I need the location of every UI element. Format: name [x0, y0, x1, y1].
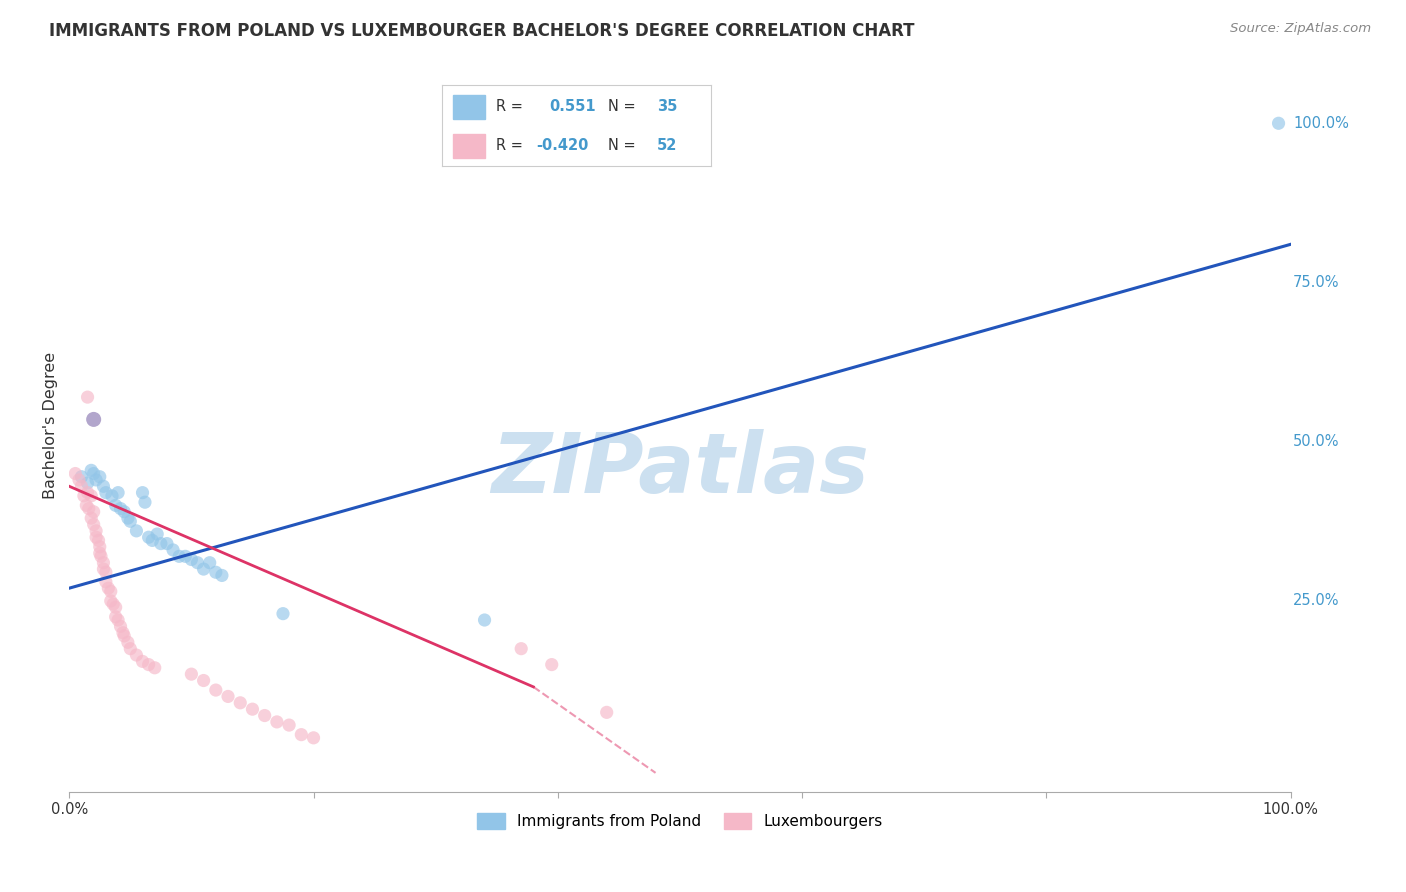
- Point: [141, 533, 163, 548]
- Point: [80, 511, 103, 525]
- Point: [94, 574, 117, 589]
- Point: [125, 648, 148, 662]
- Point: [110, 619, 132, 633]
- Point: [76, 476, 98, 491]
- Point: [138, 530, 160, 544]
- Text: 75.0%: 75.0%: [1294, 275, 1340, 290]
- Point: [117, 635, 139, 649]
- Point: [131, 485, 153, 500]
- Point: [156, 536, 179, 550]
- Point: [134, 495, 156, 509]
- Point: [93, 556, 115, 570]
- Text: 25.0%: 25.0%: [1294, 593, 1340, 608]
- Point: [193, 673, 215, 688]
- Point: [84, 530, 107, 544]
- Point: [104, 610, 127, 624]
- Point: [89, 469, 111, 483]
- Point: [83, 412, 105, 426]
- Point: [80, 489, 103, 503]
- Point: [117, 511, 139, 525]
- Point: [474, 613, 496, 627]
- Point: [540, 657, 562, 672]
- Point: [89, 546, 111, 560]
- Point: [76, 390, 98, 404]
- Point: [278, 718, 301, 732]
- Point: [67, 473, 90, 487]
- Point: [204, 566, 226, 580]
- Text: ZIPatlas: ZIPatlas: [491, 429, 869, 510]
- Point: [242, 702, 264, 716]
- Point: [107, 613, 129, 627]
- Point: [94, 485, 117, 500]
- Point: [167, 549, 190, 564]
- Point: [94, 566, 117, 580]
- Point: [198, 556, 221, 570]
- Text: IMMIGRANTS FROM POLAND VS LUXEMBOURGER BACHELOR'S DEGREE CORRELATION CHART: IMMIGRANTS FROM POLAND VS LUXEMBOURGER B…: [49, 22, 915, 40]
- Point: [65, 467, 87, 481]
- Point: [204, 683, 226, 698]
- Point: [90, 549, 112, 564]
- Point: [510, 641, 533, 656]
- Point: [77, 501, 100, 516]
- Point: [174, 549, 197, 564]
- Point: [131, 654, 153, 668]
- Point: [104, 499, 127, 513]
- Point: [138, 657, 160, 672]
- Y-axis label: Bachelor's Degree: Bachelor's Degree: [44, 352, 58, 500]
- Point: [70, 479, 93, 493]
- Point: [266, 714, 288, 729]
- Point: [100, 594, 122, 608]
- Point: [229, 696, 252, 710]
- Point: [120, 641, 142, 656]
- Point: [253, 708, 276, 723]
- Point: [101, 489, 124, 503]
- Point: [1267, 116, 1289, 130]
- Point: [73, 489, 96, 503]
- Point: [162, 543, 184, 558]
- Point: [75, 499, 97, 513]
- Point: [100, 584, 122, 599]
- Text: 100.0%: 100.0%: [1294, 116, 1350, 131]
- Point: [112, 505, 135, 519]
- Point: [120, 514, 142, 528]
- Point: [80, 463, 103, 477]
- Point: [111, 625, 134, 640]
- Point: [302, 731, 325, 745]
- Point: [87, 533, 110, 548]
- Point: [596, 706, 619, 720]
- Point: [83, 517, 105, 532]
- Point: [211, 568, 233, 582]
- Point: [112, 629, 135, 643]
- Point: [146, 527, 169, 541]
- Point: [143, 661, 166, 675]
- Point: [217, 690, 239, 704]
- Point: [84, 524, 107, 538]
- Point: [89, 540, 111, 554]
- Text: 50.0%: 50.0%: [1294, 434, 1340, 450]
- Point: [104, 600, 127, 615]
- Point: [271, 607, 294, 621]
- Point: [76, 485, 98, 500]
- Text: Source: ZipAtlas.com: Source: ZipAtlas.com: [1230, 22, 1371, 36]
- Legend: Immigrants from Poland, Luxembourgers: Immigrants from Poland, Luxembourgers: [471, 807, 889, 836]
- Point: [97, 581, 120, 595]
- Point: [180, 667, 202, 681]
- Point: [83, 505, 105, 519]
- Point: [70, 469, 93, 483]
- Point: [125, 524, 148, 538]
- Point: [186, 556, 208, 570]
- Point: [180, 552, 202, 566]
- Point: [193, 562, 215, 576]
- Point: [84, 473, 107, 487]
- Point: [103, 597, 125, 611]
- Point: [110, 501, 132, 516]
- Point: [93, 479, 115, 493]
- Point: [93, 562, 115, 576]
- Point: [149, 536, 172, 550]
- Point: [107, 485, 129, 500]
- Point: [290, 728, 312, 742]
- Point: [83, 467, 105, 481]
